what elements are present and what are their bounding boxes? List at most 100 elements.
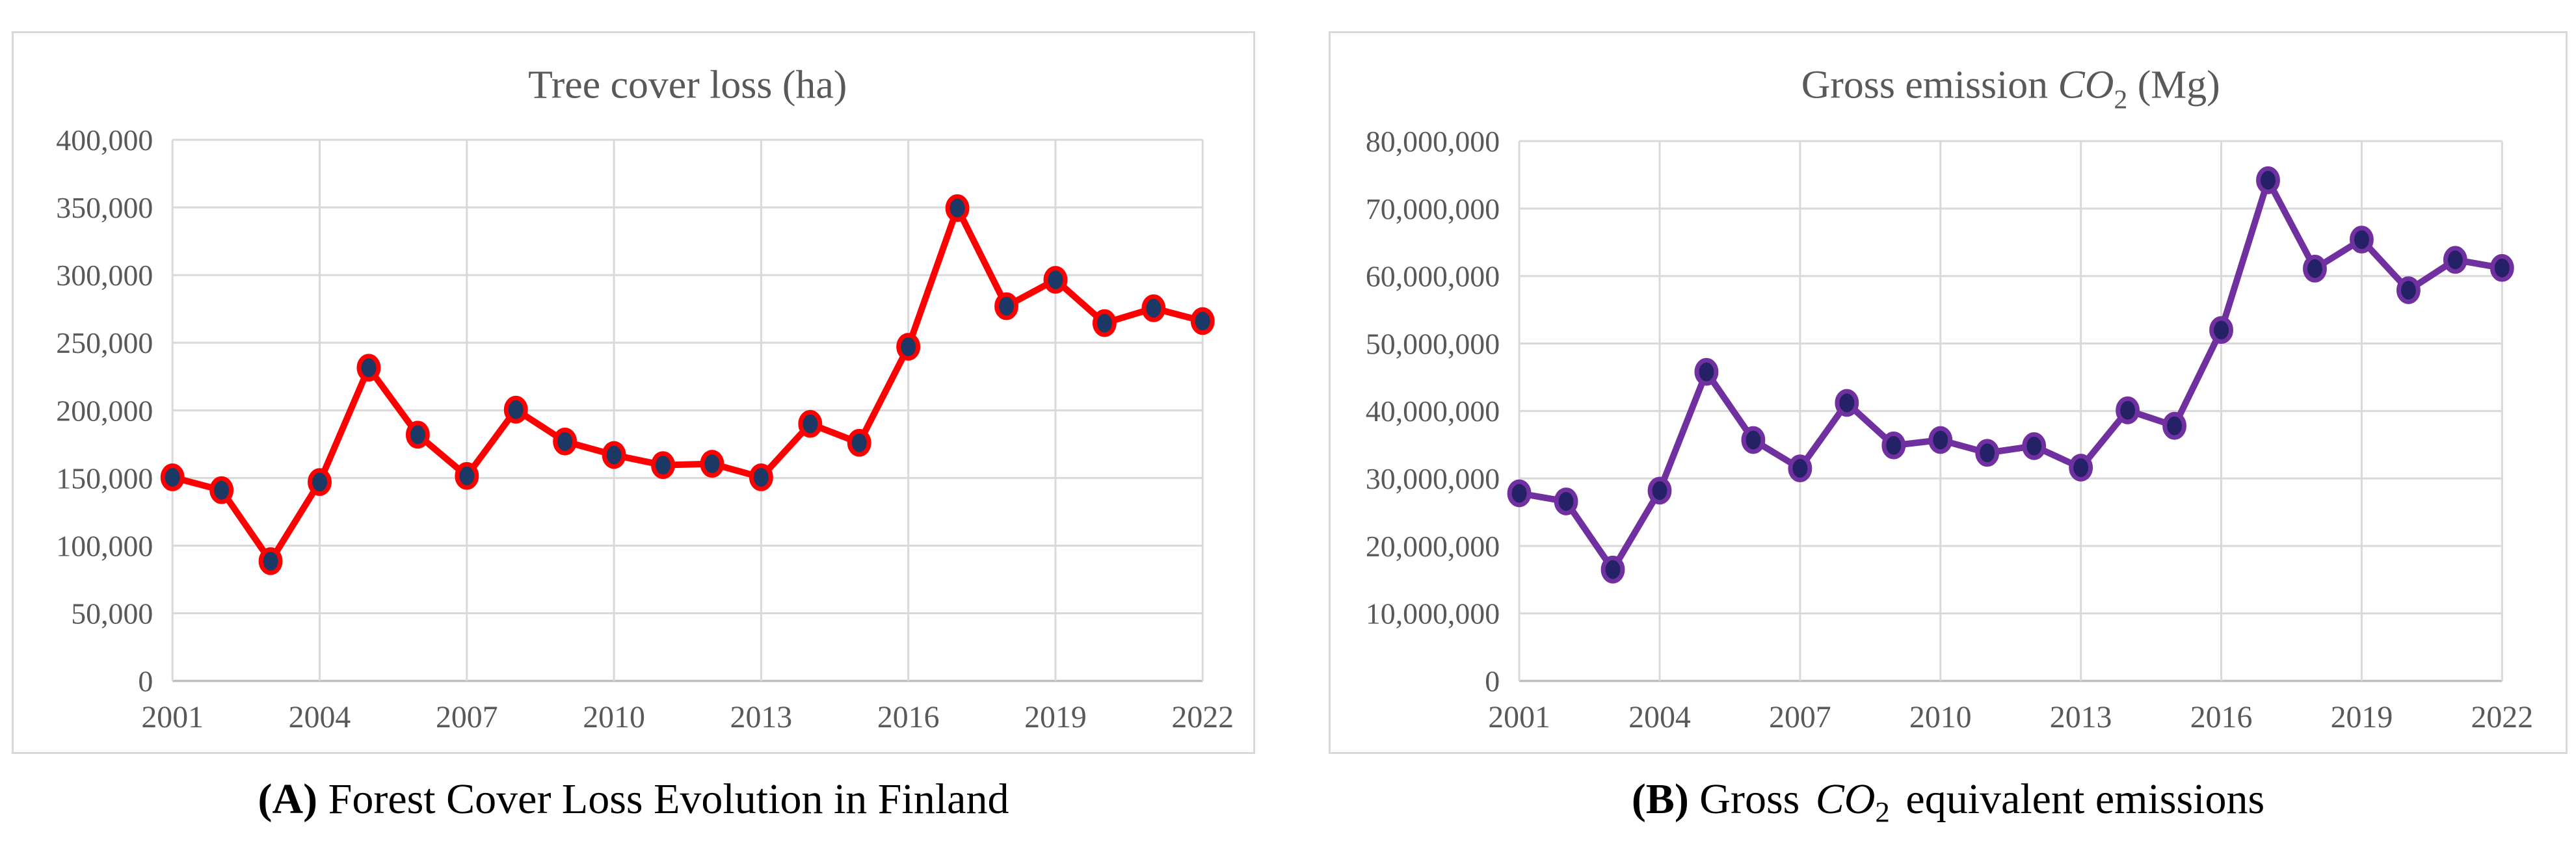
y-axis-tick-label: 250,000 <box>56 326 153 359</box>
data-point-marker <box>553 427 578 456</box>
caption-a: (A) Forest Cover Loss Evolution in Finla… <box>12 768 1255 830</box>
data-point-marker <box>994 292 1018 320</box>
x-axis-tick-label: 2004 <box>1628 700 1691 734</box>
data-point-marker <box>1507 479 1532 508</box>
y-axis-tick-label: 0 <box>1485 665 1500 698</box>
data-point-marker <box>945 194 970 222</box>
y-axis-tick-label: 150,000 <box>56 461 153 495</box>
data-point-marker <box>2396 276 2421 304</box>
caption-part: equivalent emissions <box>1894 775 2265 823</box>
data-point-marker <box>1881 431 1906 460</box>
data-point-marker <box>2349 226 2374 254</box>
caption-part: 2 <box>1875 795 1890 828</box>
x-axis-tick-label: 2013 <box>730 700 793 734</box>
caption-part: CO <box>1815 775 1876 823</box>
chart-title-part: (Mg) <box>2127 63 2220 107</box>
line-chart-tree-cover-loss: 400,000 350,000 300,000 250,000 200,000 150,0… <box>56 63 1234 735</box>
y-axis-tick-label: 200,000 <box>56 394 153 427</box>
y-axis-tick-label: 70,000,000 <box>1366 192 1500 226</box>
data-point-marker <box>405 421 430 449</box>
chart-title: Gross emission CO2 (Mg) <box>1801 63 2220 115</box>
data-point-marker <box>1043 266 1068 294</box>
data-point-marker <box>2490 253 2514 282</box>
y-axis-tick-label: 300,000 <box>56 259 153 292</box>
data-point-marker <box>503 395 528 424</box>
data-point-marker <box>1835 389 1859 417</box>
data-point-marker <box>1647 476 1672 505</box>
x-axis-tick-label: 2004 <box>289 700 351 734</box>
x-axis-tick-label: 2007 <box>1769 700 1831 734</box>
data-point-marker <box>847 428 871 457</box>
x-axis-tick-label: 2019 <box>2331 700 2393 734</box>
data-point-marker <box>602 441 626 469</box>
data-point-marker <box>356 354 381 382</box>
data-point-marker <box>1928 426 1953 454</box>
data-point-marker <box>2162 411 2187 440</box>
data-point-marker <box>1788 454 1812 482</box>
data-point-marker <box>160 463 185 491</box>
x-axis-tick-label: 2010 <box>583 700 645 734</box>
data-point-marker <box>455 461 479 490</box>
data-point-marker <box>1092 309 1117 337</box>
x-axis-tick-label: 2007 <box>436 700 498 734</box>
data-point-marker <box>1694 357 1719 386</box>
y-axis-tick-label: 20,000,000 <box>1366 530 1500 563</box>
x-axis-tick-label: 2019 <box>1024 700 1087 734</box>
data-point-marker <box>2116 396 2140 424</box>
caption-part: Gross <box>1699 775 1811 823</box>
chart-title: Tree cover loss (ha) <box>528 63 847 107</box>
data-point-marker <box>896 333 921 361</box>
y-axis-tick-label: 350,000 <box>56 191 153 224</box>
caption-part: (A) <box>258 775 328 823</box>
data-point-marker <box>798 409 823 438</box>
caption-part: Forest Cover Loss Evolution in Finland <box>328 775 1009 823</box>
data-point-marker <box>749 463 773 491</box>
x-axis-tick-label: 2022 <box>1171 700 1234 734</box>
y-axis-tick-label: 80,000,000 <box>1366 125 1500 158</box>
data-point-marker <box>209 476 234 504</box>
chart-panel-b: 80,000,000 70,000,000 60,000,000 50,000,000… <box>1329 31 2568 754</box>
chart-title-part: 2 <box>2114 84 2127 114</box>
y-axis-tick-label: 100,000 <box>56 529 153 562</box>
data-point-marker <box>651 451 675 480</box>
data-point-marker <box>1190 307 1215 335</box>
data-point-marker <box>2256 166 2280 194</box>
caption-part: (B) <box>1631 775 1700 823</box>
x-axis-tick-label: 2016 <box>2190 700 2253 734</box>
data-series-line <box>1516 177 2506 573</box>
data-point-marker <box>308 468 332 497</box>
caption-b: (B) Gross CO2 equivalent emissions <box>1329 768 2568 843</box>
chart-title-part: CO <box>2058 63 2114 107</box>
x-axis-tick-label: 2022 <box>2471 700 2533 734</box>
data-point-marker <box>1741 426 1766 454</box>
y-axis-tick-label: 50,000 <box>71 597 153 630</box>
data-point-marker <box>258 547 283 575</box>
x-axis-tick-label: 2001 <box>141 700 204 734</box>
data-series-line <box>169 205 1206 565</box>
data-point-marker <box>1141 294 1166 322</box>
y-axis-tick-label: 10,000,000 <box>1366 597 1500 630</box>
data-point-marker <box>1975 439 2000 467</box>
data-point-marker <box>1600 555 1625 584</box>
y-axis-tick-label: 50,000,000 <box>1366 327 1500 360</box>
chart-panel-a: 400,000 350,000 300,000 250,000 200,000 150,0… <box>12 31 1255 754</box>
chart-title-part: Gross emission <box>1801 63 2058 107</box>
data-point-marker <box>2443 246 2467 274</box>
x-axis-tick-label: 2010 <box>1909 700 1972 734</box>
data-point-marker <box>1554 487 1578 515</box>
data-point-marker <box>2069 454 2093 482</box>
data-point-marker <box>700 450 724 478</box>
chart-title-part: Tree cover loss (ha) <box>528 63 847 107</box>
x-axis-tick-label: 2013 <box>2050 700 2112 734</box>
data-point-marker <box>2209 316 2233 344</box>
data-point-marker <box>2303 254 2327 283</box>
y-axis-tick-label: 60,000,000 <box>1366 260 1500 293</box>
y-axis-tick-label: 40,000,000 <box>1366 395 1500 428</box>
x-axis-tick-label: 2016 <box>877 700 940 734</box>
y-axis-tick-label: 400,000 <box>56 123 153 157</box>
x-axis-tick-label: 2001 <box>1488 700 1550 734</box>
data-point-marker <box>2022 432 2047 460</box>
y-axis-tick-label: 30,000,000 <box>1366 462 1500 495</box>
line-chart-gross-emission-co2: 80,000,000 70,000,000 60,000,000 50,000,000… <box>1366 63 2533 735</box>
y-axis-tick-label: 0 <box>138 665 153 698</box>
